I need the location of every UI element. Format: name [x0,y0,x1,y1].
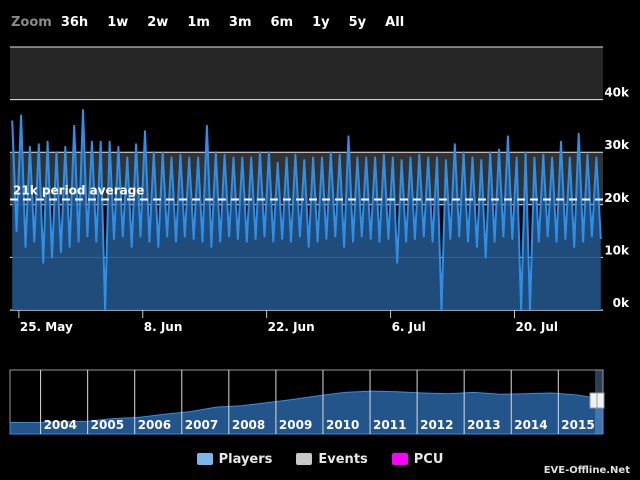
x-tick-label-2: 22. Jun [268,320,315,334]
x-tick-label-4: 20. Jul [515,320,558,334]
navigator-year-label-0: 2004 [44,418,77,432]
navigator-year-label-8: 2012 [420,418,453,432]
zoom-all-button[interactable]: All [385,14,405,30]
navigator-year-label-2: 2006 [138,418,171,432]
legend: Players Events PCU [0,450,640,468]
navigator[interactable]: 2004 2005 2006 2007 2008 2009 2010 2011 2012 2013… [9,369,605,435]
navigator-handle-1 [596,392,605,409]
x-tick-label-1: 8. Jun [144,320,183,334]
zoom-3m-button[interactable]: 3m [228,14,252,30]
x-tick-label-0: 25. May [20,320,73,334]
legend-label-pcu: PCU [413,451,444,467]
navigator-year-label-1: 2005 [91,418,124,432]
navigator-year-label-10: 2014 [514,418,547,432]
players-series [11,109,602,311]
period-average-label: 21k period average [13,184,144,198]
legend-label-players: Players [218,451,273,467]
legend-item-events[interactable]: Events [296,451,368,467]
legend-swatch-pcu [391,453,408,465]
x-axis: 25. May 8. Jun 22. Jun 6. Jul 20. Jul [10,310,603,334]
navigator-year-label-6: 2010 [326,418,359,432]
navigator-year-label-3: 2007 [185,418,218,432]
zoom-bar: Zoom 36h 1w 2w 1m 3m 6m 1y 5y All [11,12,423,32]
x-tick-label-3: 6. Jul [392,320,426,334]
zoom-label: Zoom [11,14,52,30]
legend-label-events: Events [318,451,368,467]
zoom-1m-button[interactable]: 1m [187,14,210,30]
watermark: EVE-Offline.Net [543,465,630,476]
plot-band-0 [10,47,603,100]
zoom-2w-button[interactable]: 2w [147,14,169,30]
y-tick-label-3: 30k [604,138,630,152]
y-axis: 0k 10k 20k 30k 40k [604,86,630,310]
legend-item-pcu[interactable]: PCU [391,451,444,467]
zoom-1y-button[interactable]: 1y [312,14,330,30]
y-tick-label-2: 20k [604,191,630,205]
navigator-year-label-5: 2009 [279,418,312,432]
y-tick-label-0: 0k [613,296,630,310]
zoom-1w-button[interactable]: 1w [107,14,129,30]
period-average: 21k period average [10,184,603,201]
navigator-year-label-9: 2013 [467,418,500,432]
navigator-year-label-11: 2015 [561,418,594,432]
y-tick-label-4: 40k [604,86,630,100]
players-line [11,109,602,311]
legend-swatch-events [296,453,313,465]
zoom-36h-button[interactable]: 36h [60,14,89,30]
legend-item-players[interactable]: Players [196,451,273,467]
navigator-year-label-4: 2008 [232,418,265,432]
players-chart: 21k period average 0k 10k 20k 30k 40k 25. Ma… [9,46,630,435]
zoom-6m-button[interactable]: 6m [270,14,294,30]
navigator-handle-0 [589,392,598,409]
navigator-area [9,390,604,435]
y-tick-label-1: 10k [604,243,630,257]
legend-swatch-players [196,453,213,465]
zoom-5y-button[interactable]: 5y [348,14,367,30]
navigator-year-label-7: 2011 [373,418,406,432]
